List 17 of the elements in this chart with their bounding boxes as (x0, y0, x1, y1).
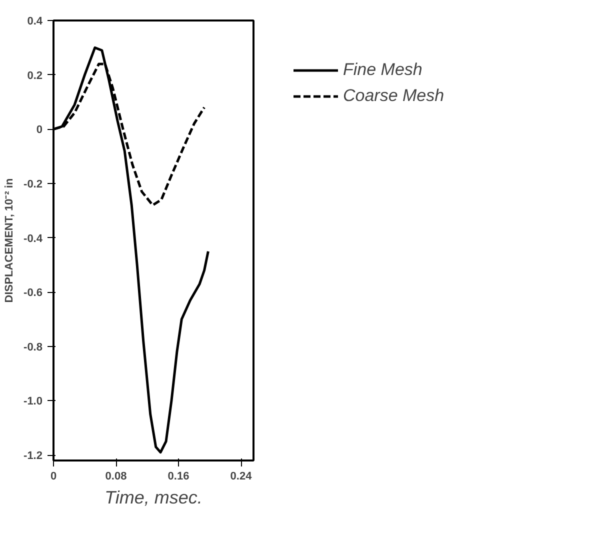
y-tick-label: -0.8 (24, 341, 43, 354)
y-tick-label: -0.6 (24, 287, 43, 300)
y-tick-label: 0 (36, 124, 43, 136)
x-tick-label: 0 (50, 470, 57, 482)
x-tick-label: 0.08 (105, 470, 127, 482)
legend-label: Fine Mesh (343, 60, 422, 80)
y-tick-label: 0.2 (27, 70, 43, 82)
x-tick-label: 0.16 (168, 470, 190, 482)
x-axis-title: Time, msec. (104, 488, 202, 508)
y-tick-label: -1.2 (24, 450, 43, 462)
y-tick-label: 0.4 (27, 16, 44, 28)
y-axis-title: DISPLACEMENT, 10⁻² in (4, 178, 16, 303)
y-tick-label: -1.0 (24, 396, 43, 408)
legend-label: Coarse Mesh (343, 86, 444, 106)
x-tick-label: 0.24 (230, 470, 253, 482)
y-tick-label: -0.2 (24, 178, 43, 190)
y-tick-label: -0.4 (24, 232, 44, 245)
